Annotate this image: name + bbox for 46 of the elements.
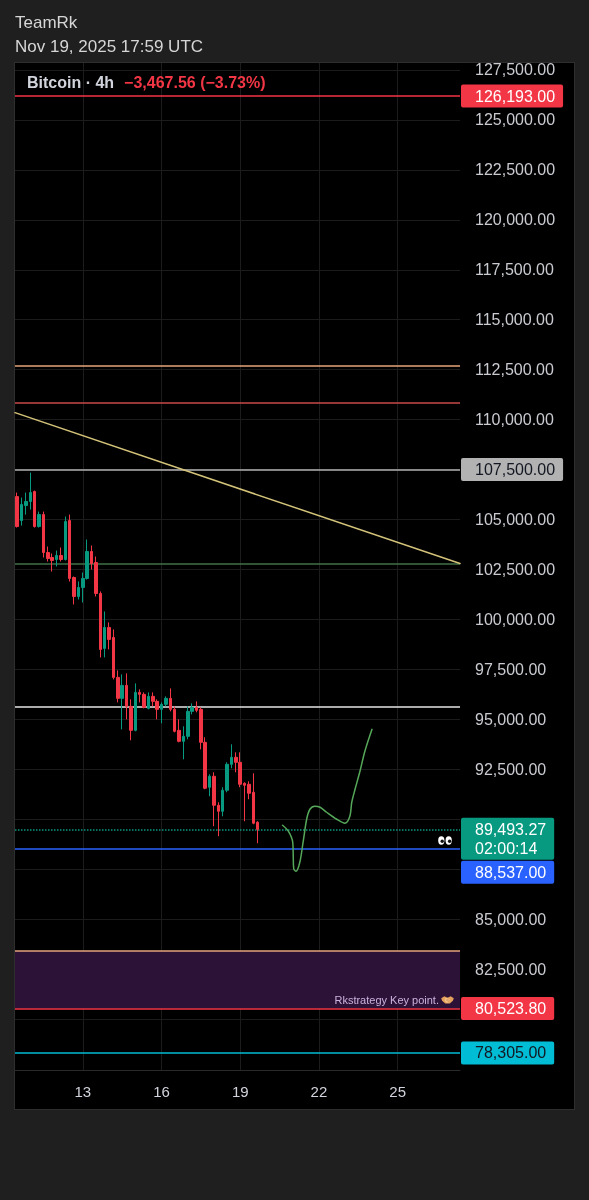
candlestick (37, 511, 41, 529)
candlestick (208, 773, 211, 797)
candlestick (64, 516, 67, 562)
y-tick-label: 82,500.00 (475, 960, 547, 978)
y-tick-label: 110,000.00 (475, 411, 554, 429)
y-tick-label: 112,500.00 (475, 361, 554, 379)
y-tick-label: 85,000.00 (475, 910, 547, 928)
text: TeamRk (15, 13, 78, 32)
y-tick-label: 100,000.00 (475, 610, 556, 628)
candlestick (134, 682, 137, 732)
y-tick-label: 105,000.00 (475, 511, 556, 529)
band-label: Rkstrategy Key point. (334, 994, 439, 1007)
ref-line-label: 89,493.27 (475, 820, 547, 838)
x-tick-label: 25 (389, 1083, 407, 1100)
y-tick-label: 117,500.00 (475, 261, 554, 279)
y-tick-label: 125,000.00 (475, 111, 556, 129)
y-tick-label: 127,500.00 (475, 61, 556, 79)
candlestick (55, 550, 58, 567)
y-tick-label: 122,500.00 (475, 161, 556, 179)
y-tick-label: 115,000.00 (475, 311, 554, 329)
ref-line-label: 107,500.00 (475, 461, 556, 479)
y-tick-label: 92,500.00 (475, 760, 547, 778)
candlestick (120, 673, 124, 730)
y-tick-label: 95,000.00 (475, 710, 547, 728)
candlestick (59, 547, 63, 563)
x-tick-label: 19 (231, 1083, 249, 1100)
candlestick (15, 492, 19, 529)
ref-line-label: 80,523.80 (475, 1000, 547, 1018)
x-tick-label: 16 (153, 1083, 170, 1100)
ref-line-label: 88,537.00 (475, 863, 547, 881)
text: Bitcoin · 4h (27, 73, 115, 91)
candlestick (142, 691, 146, 709)
y-tick-label: 97,500.00 (475, 660, 547, 678)
ref-line-label: 126,193.00 (475, 87, 556, 105)
line-series (281, 728, 373, 872)
candlestick (147, 691, 150, 710)
y-tick-label: 102,500.00 (475, 561, 556, 578)
x-tick-label: 22 (310, 1083, 328, 1100)
annotation: −3,467.56 (−3.73%) (124, 73, 266, 91)
candlestick (33, 490, 36, 529)
text: 02:00:14 (475, 839, 538, 857)
candlestick (103, 610, 106, 658)
x-tick-label: 13 (74, 1083, 92, 1100)
text: Nov 19, 2025 17:59 UTC (15, 37, 204, 56)
y-tick-label: 120,000.00 (475, 211, 556, 229)
ref-line-label: 78,305.00 (475, 1044, 547, 1062)
